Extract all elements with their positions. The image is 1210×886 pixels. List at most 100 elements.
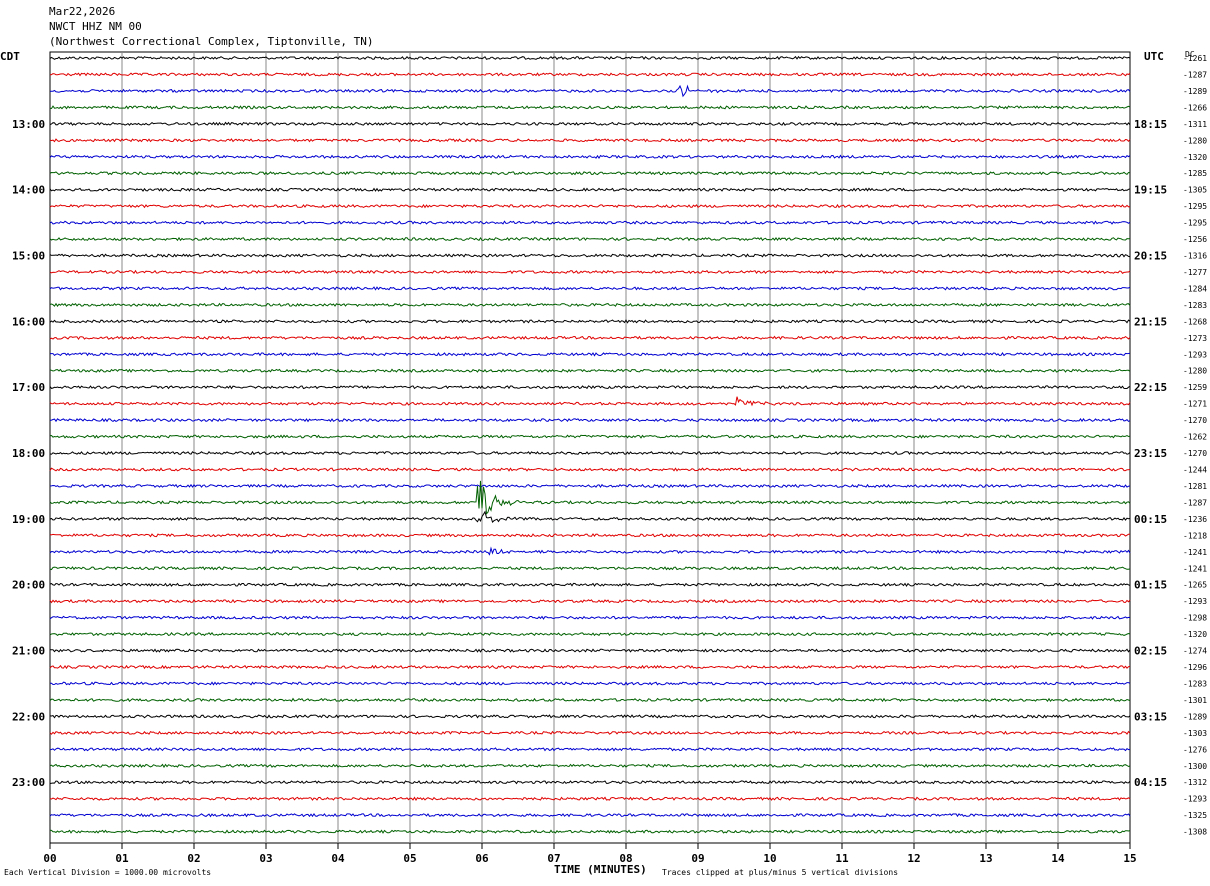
trace-line [49, 55, 1131, 61]
dc-offset-label: -1301 [1183, 696, 1207, 705]
right-hour-label: 01:15 [1134, 579, 1167, 592]
left-hour-label: 16:00 [12, 315, 45, 328]
left-hour-label: 19:00 [12, 513, 45, 526]
trace-line [49, 730, 1131, 735]
right-hour-label: 21:15 [1134, 315, 1167, 328]
left-hour-label: 22:00 [12, 710, 45, 723]
trace-line [50, 681, 1131, 686]
left-timezone-label: CDT [0, 50, 20, 63]
dc-offset-label: -1312 [1183, 778, 1207, 787]
dc-offset-label: -1283 [1183, 301, 1207, 310]
right-hour-label: 18:15 [1134, 118, 1167, 131]
left-hour-label: 14:00 [12, 184, 45, 197]
dc-offset-label: -1320 [1183, 153, 1207, 162]
dc-offset-label: -1293 [1183, 350, 1207, 359]
right-hour-label: 22:15 [1134, 381, 1167, 394]
x-tick-label: 02 [187, 852, 200, 865]
dc-offset-label: -1296 [1183, 663, 1207, 672]
trace-line [50, 648, 1131, 653]
x-tick-label: 01 [115, 852, 129, 865]
trace-line [49, 203, 1131, 209]
trace-line [49, 546, 1131, 556]
left-hour-label: 15:00 [12, 250, 45, 263]
dc-offset-label: -1270 [1183, 449, 1207, 458]
dc-offset-label: -1265 [1183, 581, 1207, 590]
trace-line [49, 84, 1131, 98]
x-tick-label: 09 [691, 852, 704, 865]
dc-offset-label: -1274 [1183, 647, 1207, 656]
date-label: Mar22,2026 [49, 5, 116, 18]
dc-offset-label: -1303 [1183, 729, 1207, 738]
x-tick-label: 06 [475, 852, 489, 865]
dc-offset-label: -1311 [1183, 120, 1207, 129]
dc-offset-label: -1280 [1183, 136, 1207, 145]
left-hour-label: 17:00 [12, 381, 45, 394]
dc-offset-label: -1273 [1183, 334, 1207, 343]
trace-line [50, 352, 1131, 357]
x-tick-label: 15 [1123, 852, 1136, 865]
trace-line [49, 72, 1131, 77]
trace-line [49, 714, 1131, 719]
trace-line [49, 286, 1131, 291]
trace-line [49, 598, 1131, 604]
dc-header: DC [1185, 50, 1195, 59]
trace-line [49, 396, 1131, 407]
dc-offset-label: -1293 [1183, 795, 1207, 804]
dc-offset-label: -1218 [1183, 531, 1207, 540]
left-hour-label: 20:00 [12, 579, 45, 592]
right-hour-label: 00:15 [1134, 513, 1167, 526]
dc-offset-label: -1295 [1183, 219, 1207, 228]
dc-offset-label: -1281 [1183, 482, 1207, 491]
right-hour-label: 23:15 [1134, 447, 1167, 460]
dc-offset-label: -1262 [1183, 433, 1207, 442]
x-tick-label: 13 [979, 852, 992, 865]
location-label: (Northwest Correctional Complex, Tiptonv… [49, 35, 374, 48]
trace-line [49, 269, 1131, 275]
left-hour-label: 13:00 [12, 118, 45, 131]
right-hour-label: 02:15 [1134, 645, 1167, 658]
dc-offset-label: -1289 [1183, 87, 1207, 96]
right-hour-label: 03:15 [1134, 710, 1167, 723]
dc-offset-label: -1256 [1183, 235, 1207, 244]
trace-line [49, 253, 1131, 258]
trace-line [49, 796, 1131, 801]
trace-line [49, 236, 1130, 242]
dc-offset-label: -1276 [1183, 745, 1207, 754]
dc-offset-label: -1244 [1183, 466, 1207, 475]
x-tick-label: 05 [403, 852, 416, 865]
dc-offset-label: -1300 [1183, 762, 1207, 771]
trace-line [49, 417, 1131, 423]
trace-line [49, 829, 1131, 834]
trace-line [49, 813, 1131, 818]
plot-frame [49, 51, 1131, 844]
trace-line [49, 220, 1131, 225]
dc-offset-label: -1293 [1183, 597, 1207, 606]
trace-line [49, 566, 1131, 571]
dc-offset-label: -1277 [1183, 268, 1207, 277]
x-tick-label: 07 [547, 852, 560, 865]
clip-note: Traces clipped at plus/minus 5 vertical … [662, 868, 899, 877]
dc-offset-label: -1261 [1183, 54, 1207, 63]
dc-offset-label: -1259 [1183, 383, 1207, 392]
x-axis-label: TIME (MINUTES) [554, 863, 647, 876]
dc-offset-label: -1305 [1183, 186, 1207, 195]
right-hour-label: 19:15 [1134, 184, 1167, 197]
trace-line [49, 121, 1131, 126]
x-tick-label: 03 [259, 852, 272, 865]
left-hour-label: 18:00 [12, 447, 45, 460]
trace-line [49, 510, 1131, 524]
trace-line [49, 385, 1131, 390]
left-hour-label: 23:00 [12, 776, 45, 789]
dc-offset-label: -1268 [1183, 317, 1207, 326]
dc-offset-label: -1295 [1183, 202, 1207, 211]
trace-line [49, 319, 1131, 324]
dc-offset-label: -1241 [1183, 548, 1207, 557]
trace-line [49, 747, 1131, 752]
x-tick-label: 11 [835, 852, 849, 865]
dc-offset-label: -1284 [1183, 284, 1207, 293]
trace-line [49, 480, 1131, 515]
right-hour-label: 04:15 [1134, 776, 1167, 789]
x-tick-label: 04 [331, 852, 345, 865]
trace-line [49, 450, 1131, 456]
dc-offset-label: -1298 [1183, 614, 1207, 623]
